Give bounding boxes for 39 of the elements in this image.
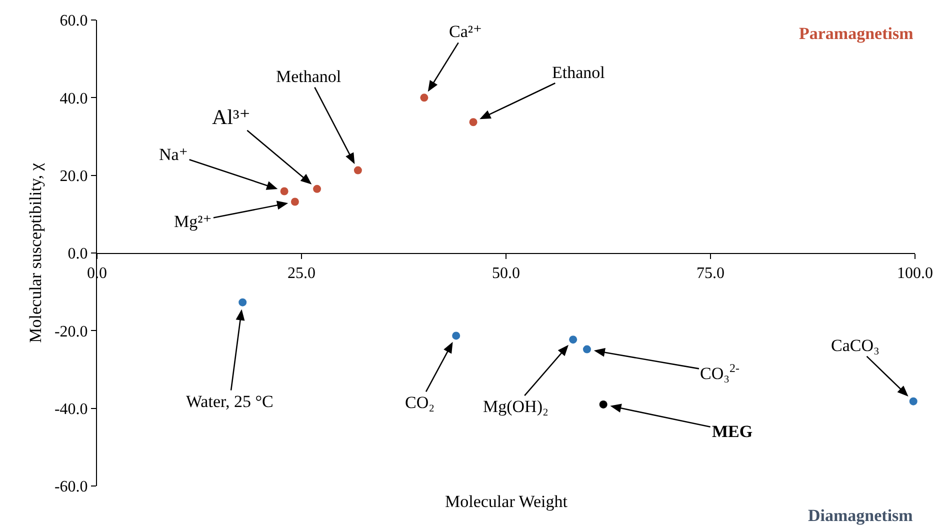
annotation: CO₃$^{2-}$ xyxy=(700,361,740,384)
y-axis-title: Molecular susceptibility, χ xyxy=(26,162,46,343)
point xyxy=(238,298,247,306)
x-tick-label: 75.0 xyxy=(696,265,724,282)
text: Diamagnetism xyxy=(808,506,913,525)
annotation: Mg²⁺ xyxy=(174,212,212,231)
annotation: Paramagnetism xyxy=(799,24,914,43)
x-tick-label: 50.0 xyxy=(492,265,520,282)
y-tick-label: 0.0 xyxy=(68,246,88,263)
point xyxy=(354,166,362,174)
y-tick-label: 20.0 xyxy=(60,168,88,185)
annotation: Ethanol xyxy=(552,63,606,82)
y-tick-label: -40.0 xyxy=(54,400,88,418)
annotation: Water, 25 °C xyxy=(186,392,274,411)
point xyxy=(313,184,322,193)
point xyxy=(469,118,478,126)
y-tick-label: 40.0 xyxy=(60,90,88,108)
y-tick-label: 60.0 xyxy=(60,12,88,30)
x-tick-label: 25.0 xyxy=(288,265,316,282)
annotation: Na⁺ xyxy=(159,145,188,164)
y-tick-label: -60.0 xyxy=(54,478,88,496)
point xyxy=(420,94,428,102)
y-tick-label: -20.0 xyxy=(54,323,88,340)
point xyxy=(909,397,918,406)
x-axis-title: Molecular Weight xyxy=(445,492,568,511)
x-tick-label: 100.0 xyxy=(897,265,933,282)
point xyxy=(280,187,288,196)
annotation: Methanol xyxy=(276,67,342,86)
point xyxy=(582,345,591,354)
point xyxy=(290,198,299,206)
point xyxy=(599,400,608,408)
point xyxy=(569,336,578,344)
annotation: CO₂ xyxy=(405,393,435,412)
annotation: Mg(OH)₂ xyxy=(483,397,548,416)
annotation: MEG xyxy=(712,422,753,441)
annotation: Ca²⁺ xyxy=(449,22,482,41)
annotation: CaCO₃ xyxy=(831,336,880,355)
point xyxy=(452,332,460,340)
annotation: Al³⁺ xyxy=(212,105,250,129)
